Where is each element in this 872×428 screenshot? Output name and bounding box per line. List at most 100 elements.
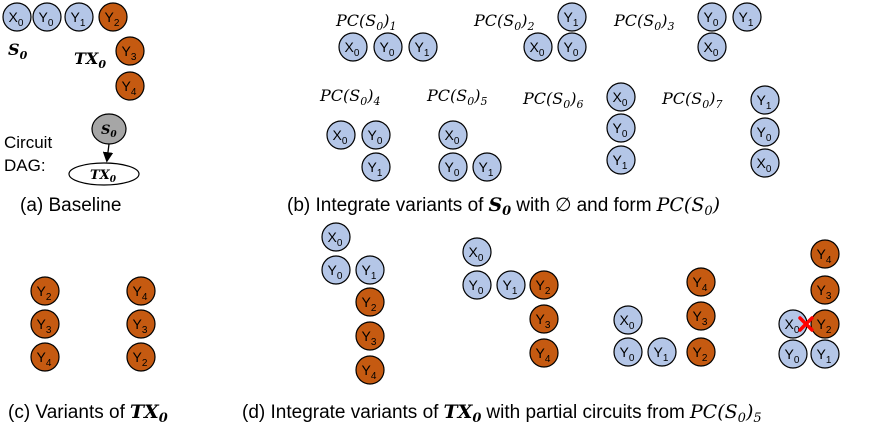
qubit-node-y0: Y0	[361, 120, 391, 150]
qubit-node-x0: X0	[606, 82, 636, 112]
qubit-node-x0: X0	[462, 237, 492, 267]
qubit-node-y4: Y4	[355, 355, 385, 385]
svg-text:X0: X0	[620, 312, 635, 332]
svg-text:Y1: Y1	[739, 9, 754, 29]
qubit-node-y3: Y3	[529, 304, 559, 334]
svg-text:Y0: Y0	[380, 39, 395, 59]
qubit-node-x0: X0	[321, 222, 351, 252]
svg-text:X0: X0	[9, 9, 24, 29]
qubit-node-x0: X0	[613, 305, 643, 335]
qubit-node-x0: X0	[523, 32, 553, 62]
qubit-node-y4: Y4	[126, 276, 156, 306]
qubit-node-y1: Y1	[750, 85, 780, 115]
svg-text:Y1: Y1	[757, 92, 772, 112]
pc5-label: PC(S0)5	[426, 86, 487, 108]
svg-text:Y1: Y1	[362, 262, 377, 282]
caption-b: (b) Integrate variants of S0 with ∅ and form…	[287, 194, 720, 219]
qubit-node-x0: X0	[697, 32, 727, 62]
svg-text:Y1: Y1	[817, 346, 832, 366]
svg-text:Y3: Y3	[693, 308, 708, 328]
qubit-node-y1: Y1	[496, 270, 526, 300]
qubit-node-y3: Y3	[355, 321, 385, 351]
qubit-node-y3: Y3	[686, 301, 716, 331]
svg-text:Y2: Y2	[536, 277, 551, 297]
svg-text:Y2: Y2	[362, 294, 377, 314]
qubit-node-y1: Y1	[361, 152, 391, 182]
pc2-label: PC(S0)2	[473, 11, 534, 33]
svg-text:Y4: Y4	[37, 349, 52, 369]
qubit-node-y3: Y3	[30, 309, 60, 339]
dag-node-tx0	[68, 162, 140, 186]
pc7-label: PC(S0)7	[661, 89, 722, 111]
qubit-node-y4: Y4	[115, 71, 145, 101]
svg-text:Y4: Y4	[133, 283, 148, 303]
qubit-node-y0: Y0	[750, 117, 780, 147]
svg-text:Y1: Y1	[368, 159, 383, 179]
svg-text:Y0: Y0	[757, 124, 772, 144]
qubit-node-x0: X0	[326, 120, 356, 150]
qubit-node-x0: X0	[750, 148, 780, 178]
qubit-node-y1: Y1	[64, 2, 94, 32]
svg-text:Y3: Y3	[37, 316, 52, 336]
svg-text:Y3: Y3	[536, 311, 551, 331]
svg-text:Y0: Y0	[785, 346, 800, 366]
svg-text:Y2: Y2	[37, 283, 52, 303]
pc6-label: PC(S0)6	[522, 89, 583, 111]
svg-text:Y0: Y0	[328, 262, 343, 282]
svg-text:Y0: Y0	[445, 159, 460, 179]
qubit-node-y0: Y0	[613, 337, 643, 367]
qubit-node-y4: Y4	[30, 342, 60, 372]
qubit-node-x0: X0	[2, 2, 32, 32]
svg-text:Y4: Y4	[817, 246, 832, 266]
svg-text:Y1: Y1	[654, 344, 669, 364]
svg-text:Y1: Y1	[613, 152, 628, 172]
svg-text:X0: X0	[328, 229, 343, 249]
pc4-label: PC(S0)4	[319, 86, 380, 108]
svg-text:Y0: Y0	[613, 120, 628, 140]
qubit-node-y4: Y4	[529, 338, 559, 368]
svg-text:Y0: Y0	[704, 9, 719, 29]
svg-text:Y1: Y1	[479, 159, 494, 179]
qubit-node-y1: Y1	[472, 152, 502, 182]
svg-text:Y4: Y4	[122, 78, 137, 98]
pc1-label: PC(S0)1	[335, 11, 396, 33]
svg-text:Y3: Y3	[133, 316, 148, 336]
qubit-node-y2: Y2	[686, 337, 716, 367]
qubit-node-y3: Y3	[810, 275, 840, 305]
svg-text:X0: X0	[445, 127, 460, 147]
svg-text:Y4: Y4	[536, 345, 551, 365]
text-labels: S0 TX0 Circuit DAG: S0 TX0 PC(S0)1 PC(S0…	[4, 11, 814, 426]
qubit-node-y0: Y0	[438, 152, 468, 182]
svg-text:Y1: Y1	[564, 9, 579, 29]
svg-text:Y2: Y2	[693, 344, 708, 364]
svg-text:Y4: Y4	[693, 274, 708, 294]
caption-a: (a) Baseline	[20, 195, 121, 216]
qubit-node-y0: Y0	[32, 2, 62, 32]
qubit-node-y0: Y0	[321, 255, 351, 285]
pc3-label: PC(S0)3	[613, 11, 674, 33]
svg-text:Y3: Y3	[817, 282, 832, 302]
svg-text:Y0: Y0	[39, 9, 54, 29]
qubit-node-y4: Y4	[810, 239, 840, 269]
caption-c: (c) Variants of TX0	[8, 401, 168, 426]
qubit-node-y1: Y1	[732, 2, 762, 32]
qubit-node-y3: Y3	[115, 36, 145, 66]
qubit-node-y0: Y0	[557, 32, 587, 62]
dag-edge-arrow	[102, 143, 114, 163]
svg-text:Y3: Y3	[122, 43, 137, 63]
qubit-node-y3: Y3	[126, 309, 156, 339]
qubit-node-y2: Y2	[30, 276, 60, 306]
dag-node-s0-label: S0	[101, 123, 117, 140]
qubit-node-x0: X0	[778, 309, 808, 339]
svg-text:X0: X0	[530, 39, 545, 59]
qubit-node-y2: Y2	[98, 2, 128, 32]
svg-text:Y2: Y2	[105, 9, 120, 29]
qubit-node-y1: Y1	[647, 337, 677, 367]
svg-text:Y0: Y0	[620, 344, 635, 364]
svg-text:X0: X0	[785, 316, 800, 336]
dag-node-tx0-label: TX0	[90, 168, 117, 185]
qubit-node-y1: Y1	[355, 255, 385, 285]
svg-text:X0: X0	[704, 39, 719, 59]
